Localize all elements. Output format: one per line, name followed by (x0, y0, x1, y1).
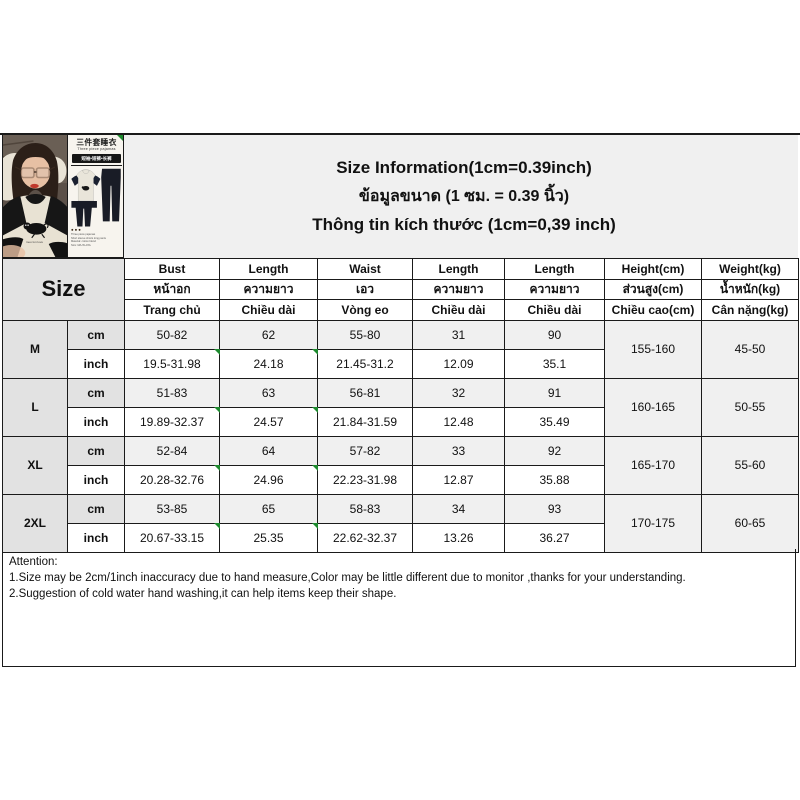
svg-text:meo lun love: meo lun love (26, 240, 44, 244)
